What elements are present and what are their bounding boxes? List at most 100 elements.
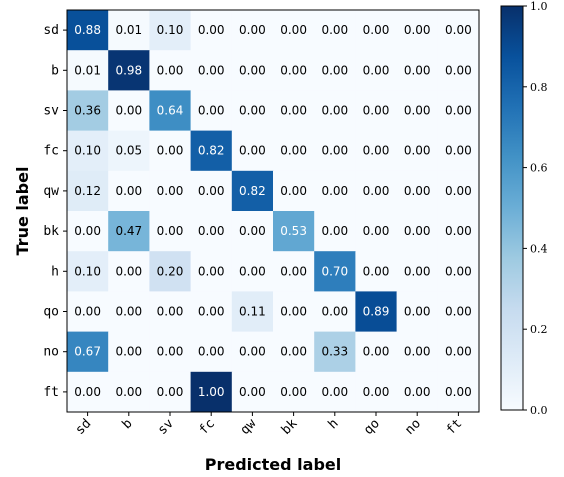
plot-frame — [66, 9, 480, 413]
heatmap-cell — [231, 211, 274, 252]
cell-value-label: 0.00 — [280, 63, 307, 77]
cell-value-label: 0.00 — [363, 23, 390, 37]
heatmap-cell — [437, 50, 480, 91]
cell-value-label: 0.82 — [198, 144, 225, 158]
heatmap-cell — [273, 130, 315, 172]
heatmap-cell — [149, 10, 192, 51]
heatmap-cell — [273, 90, 315, 132]
heatmap-cell — [108, 291, 150, 333]
heatmap-cell — [355, 251, 398, 292]
y-tick-label: no — [43, 345, 59, 360]
heatmap-cell — [314, 211, 356, 252]
heatmap-cell — [396, 90, 439, 132]
cell-value-label: 0.00 — [239, 224, 266, 238]
heatmap-cell — [437, 331, 480, 373]
heatmap-cell — [355, 371, 398, 413]
cell-value-label: 0.00 — [321, 104, 348, 118]
cell-value-label: 0.00 — [363, 144, 390, 158]
cell-value-label: 0.00 — [198, 264, 225, 278]
heatmap-cell — [149, 50, 192, 91]
x-axis-title: Predicted label — [205, 455, 341, 474]
cell-value-label: 0.00 — [321, 305, 348, 319]
heatmap-cell — [67, 90, 109, 132]
heatmap-cell — [231, 10, 274, 51]
heatmap-cell — [190, 170, 233, 212]
cell-value-label: 0.00 — [280, 23, 307, 37]
heatmap-cell — [190, 130, 233, 172]
heatmap-cell — [108, 251, 150, 292]
heatmap-cell — [149, 170, 192, 212]
heatmap-cell — [231, 170, 274, 212]
cell-value-label: 0.00 — [198, 63, 225, 77]
x-tick-label: fc — [196, 416, 218, 438]
cell-value-label: 0.00 — [74, 305, 101, 319]
heatmap-cell — [396, 331, 439, 373]
cell-value-label: 0.82 — [239, 184, 266, 198]
heatmap-cell — [190, 50, 233, 91]
x-tick-label: h — [325, 416, 341, 432]
heatmap-cell — [355, 10, 398, 51]
colorbar-ticks: 0.0 0.2 0.4 0.6 0.8 1.0 — [523, 0, 548, 417]
cell-value-label: 0.00 — [404, 345, 431, 359]
heatmap-cell — [108, 50, 150, 91]
heatmap-cell — [190, 251, 233, 292]
cell-value-label: 0.00 — [404, 385, 431, 399]
heatmap-cell — [437, 90, 480, 132]
cell-value-label: 0.00 — [445, 104, 472, 118]
y-tick-label: b — [51, 63, 59, 78]
heatmap-cell — [314, 90, 356, 132]
heatmap-cell — [273, 331, 315, 373]
heatmap-cell — [108, 90, 150, 132]
cell-value-label: 0.47 — [115, 224, 142, 238]
heatmap-cell — [396, 50, 439, 91]
colorbar-tick-label: 0.0 — [530, 404, 548, 417]
cell-value-label: 0.00 — [280, 345, 307, 359]
cell-value-label: 0.00 — [404, 23, 431, 37]
cell-value-label: 0.00 — [198, 345, 225, 359]
cell-value-label: 0.00 — [239, 144, 266, 158]
cell-value-label: 0.89 — [363, 305, 390, 319]
heatmap-cell — [314, 291, 356, 333]
colorbar-tick-label: 0.4 — [530, 242, 548, 255]
heatmap-cell — [396, 371, 439, 413]
heatmap-cell — [67, 211, 109, 252]
heatmap-cell — [396, 170, 439, 212]
heatmap-cell — [190, 90, 233, 132]
y-tick-label: h — [51, 264, 59, 279]
cell-value-label: 0.00 — [445, 345, 472, 359]
cell-value-label: 0.00 — [239, 104, 266, 118]
cell-value-label: 0.88 — [74, 23, 101, 37]
heatmap-cell — [149, 211, 192, 252]
cell-value-label: 0.11 — [239, 305, 266, 319]
cell-value-label: 0.00 — [404, 264, 431, 278]
cell-value-label: 0.00 — [280, 104, 307, 118]
heatmap-cell — [273, 50, 315, 91]
heatmap-cell — [396, 130, 439, 172]
x-tick-label: b — [119, 416, 135, 432]
cell-value-label: 0.00 — [363, 385, 390, 399]
heatmap-cell — [314, 170, 356, 212]
y-tick-label: fc — [43, 144, 59, 159]
y-tick-labels: sd b sv fc qw bk h qo no ft — [43, 23, 67, 400]
heatmap-cell — [67, 371, 109, 413]
cell-value-label: 0.20 — [157, 264, 184, 278]
heatmap-cell — [67, 251, 109, 292]
cell-value-label: 0.00 — [404, 224, 431, 238]
colorbar-tick-label: 0.2 — [530, 323, 548, 336]
cell-value-label: 0.00 — [363, 345, 390, 359]
cell-value-label: 0.00 — [239, 63, 266, 77]
y-tick-label: sv — [43, 104, 59, 119]
cell-value-label: 0.70 — [321, 264, 348, 278]
heatmap-cell — [190, 291, 233, 333]
cell-value-label: 0.01 — [74, 63, 101, 77]
cell-value-label: 0.00 — [239, 23, 266, 37]
cell-value-label: 0.00 — [115, 345, 142, 359]
cell-value-label: 0.10 — [74, 264, 101, 278]
cell-value-label: 0.00 — [239, 385, 266, 399]
cell-value-label: 0.98 — [115, 63, 142, 77]
cell-value-label: 0.00 — [157, 305, 184, 319]
colorbar-tick-label: 0.6 — [530, 162, 548, 175]
cell-value-label: 0.00 — [280, 305, 307, 319]
heatmap-cell — [437, 130, 480, 172]
